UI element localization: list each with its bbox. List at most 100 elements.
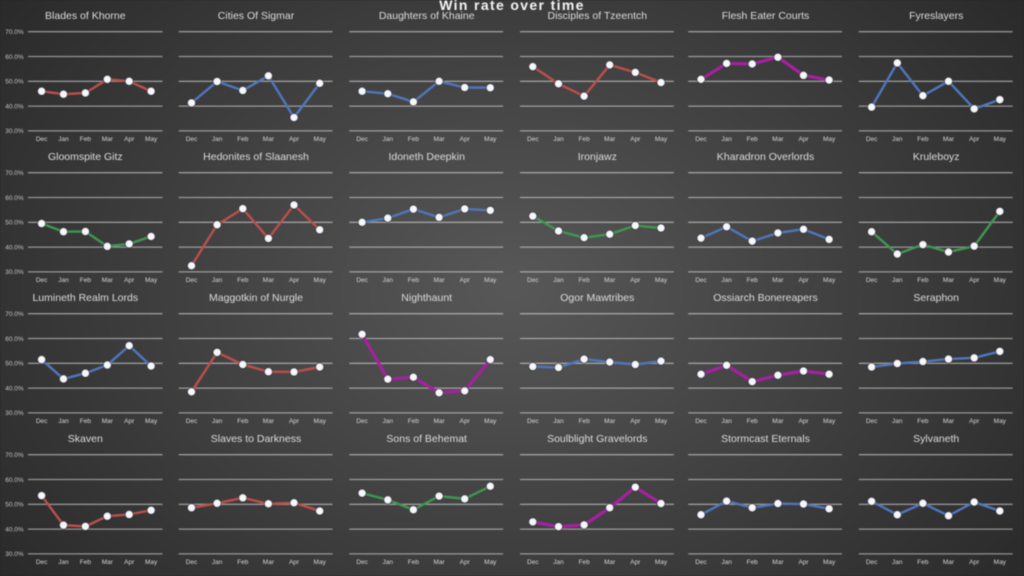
svg-text:Mar: Mar <box>772 277 784 284</box>
svg-text:Jan: Jan <box>892 136 903 143</box>
svg-text:Mar: Mar <box>943 418 955 425</box>
svg-text:Feb: Feb <box>578 277 590 284</box>
svg-text:Mar: Mar <box>943 277 955 284</box>
svg-text:May: May <box>145 418 158 425</box>
svg-text:Mar: Mar <box>772 136 784 143</box>
svg-text:Feb: Feb <box>747 277 759 284</box>
svg-text:May: May <box>314 418 327 425</box>
svg-text:Jan: Jan <box>892 277 903 284</box>
svg-text:Kruleboyz: Kruleboyz <box>913 151 960 163</box>
svg-text:Apr: Apr <box>630 418 641 425</box>
svg-text:May: May <box>484 559 497 566</box>
svg-text:Fyreslayers: Fyreslayers <box>909 10 963 22</box>
svg-text:40.0%: 40.0% <box>5 244 24 251</box>
svg-text:May: May <box>145 277 158 284</box>
svg-text:Feb: Feb <box>408 559 420 566</box>
svg-text:Jan: Jan <box>721 277 732 284</box>
svg-text:Jan: Jan <box>553 136 564 143</box>
svg-text:May: May <box>655 136 668 143</box>
svg-text:Apr: Apr <box>289 559 300 566</box>
svg-text:60.0%: 60.0% <box>5 477 24 484</box>
svg-text:May: May <box>484 418 497 425</box>
svg-text:Feb: Feb <box>408 277 420 284</box>
svg-text:Dec: Dec <box>866 559 878 566</box>
svg-text:30.0%: 30.0% <box>5 269 24 276</box>
svg-text:Feb: Feb <box>917 418 929 425</box>
svg-text:Stormcast Eternals: Stormcast Eternals <box>721 433 810 445</box>
svg-text:Mar: Mar <box>433 136 445 143</box>
svg-text:Apr: Apr <box>798 277 809 284</box>
svg-text:70.0%: 70.0% <box>5 170 24 177</box>
svg-text:Feb: Feb <box>80 418 92 425</box>
svg-text:Mar: Mar <box>433 418 445 425</box>
svg-text:30.0%: 30.0% <box>5 551 24 558</box>
svg-text:Ossiarch Bonereapers: Ossiarch Bonereapers <box>713 292 817 304</box>
svg-text:Mar: Mar <box>772 418 784 425</box>
svg-text:50.0%: 50.0% <box>5 502 24 509</box>
svg-text:Jan: Jan <box>212 418 223 425</box>
svg-text:Jan: Jan <box>721 559 732 566</box>
svg-text:May: May <box>484 277 497 284</box>
svg-text:Cities Of Sigmar: Cities Of Sigmar <box>218 10 295 22</box>
svg-text:Mar: Mar <box>263 277 275 284</box>
svg-text:Maggotkin of Nurgle: Maggotkin of Nurgle <box>209 292 303 304</box>
svg-text:Feb: Feb <box>747 418 759 425</box>
svg-text:May: May <box>314 136 327 143</box>
svg-text:Dec: Dec <box>36 136 48 143</box>
svg-text:Mar: Mar <box>102 136 114 143</box>
svg-text:May: May <box>145 136 158 143</box>
svg-text:Apr: Apr <box>630 277 641 284</box>
svg-text:Feb: Feb <box>80 277 92 284</box>
svg-text:Disciples of Tzeentch: Disciples of Tzeentch <box>547 10 647 22</box>
svg-text:Apr: Apr <box>798 559 809 566</box>
svg-text:May: May <box>823 136 836 143</box>
svg-text:Flesh Eater Courts: Flesh Eater Courts <box>722 10 810 22</box>
svg-text:Kharadron Overlords: Kharadron Overlords <box>717 151 814 163</box>
svg-text:Mar: Mar <box>433 559 445 566</box>
svg-text:Feb: Feb <box>917 136 929 143</box>
svg-text:40.0%: 40.0% <box>5 385 24 392</box>
svg-text:May: May <box>994 418 1007 425</box>
svg-text:Feb: Feb <box>80 559 92 566</box>
svg-text:Jan: Jan <box>58 277 69 284</box>
svg-text:Mar: Mar <box>604 418 616 425</box>
svg-text:Apr: Apr <box>969 418 980 425</box>
svg-text:60.0%: 60.0% <box>5 336 24 343</box>
svg-text:Jan: Jan <box>383 136 394 143</box>
svg-text:Apr: Apr <box>798 136 809 143</box>
svg-text:May: May <box>655 418 668 425</box>
svg-text:Mar: Mar <box>943 136 955 143</box>
svg-text:Jan: Jan <box>721 418 732 425</box>
svg-text:Mar: Mar <box>263 136 275 143</box>
svg-text:Apr: Apr <box>460 136 471 143</box>
svg-text:Jan: Jan <box>553 277 564 284</box>
svg-text:Sylvaneth: Sylvaneth <box>913 433 959 445</box>
svg-text:Feb: Feb <box>917 277 929 284</box>
svg-text:Dec: Dec <box>36 277 48 284</box>
svg-text:Dec: Dec <box>527 418 539 425</box>
svg-text:Idoneth Deepkin: Idoneth Deepkin <box>388 151 465 163</box>
svg-text:Apr: Apr <box>460 277 471 284</box>
svg-text:Apr: Apr <box>630 559 641 566</box>
svg-text:Feb: Feb <box>237 559 249 566</box>
svg-text:Jan: Jan <box>553 559 564 566</box>
svg-text:May: May <box>314 559 327 566</box>
svg-text:Lumineth Realm Lords: Lumineth Realm Lords <box>32 292 138 304</box>
svg-text:Mar: Mar <box>102 418 114 425</box>
svg-text:Mar: Mar <box>263 559 275 566</box>
svg-text:May: May <box>994 277 1007 284</box>
svg-text:Ironjawz: Ironjawz <box>578 151 617 163</box>
svg-text:Dec: Dec <box>695 136 707 143</box>
svg-text:Skaven: Skaven <box>68 433 103 445</box>
svg-text:Apr: Apr <box>969 559 980 566</box>
svg-text:Mar: Mar <box>604 136 616 143</box>
svg-text:Jan: Jan <box>58 418 69 425</box>
svg-text:Mar: Mar <box>102 559 114 566</box>
svg-text:May: May <box>655 559 668 566</box>
svg-text:Feb: Feb <box>408 136 420 143</box>
svg-text:Dec: Dec <box>866 277 878 284</box>
svg-text:Soulblight Gravelords: Soulblight Gravelords <box>547 433 647 445</box>
svg-text:Jan: Jan <box>212 277 223 284</box>
svg-text:Feb: Feb <box>747 136 759 143</box>
svg-text:Jan: Jan <box>721 136 732 143</box>
